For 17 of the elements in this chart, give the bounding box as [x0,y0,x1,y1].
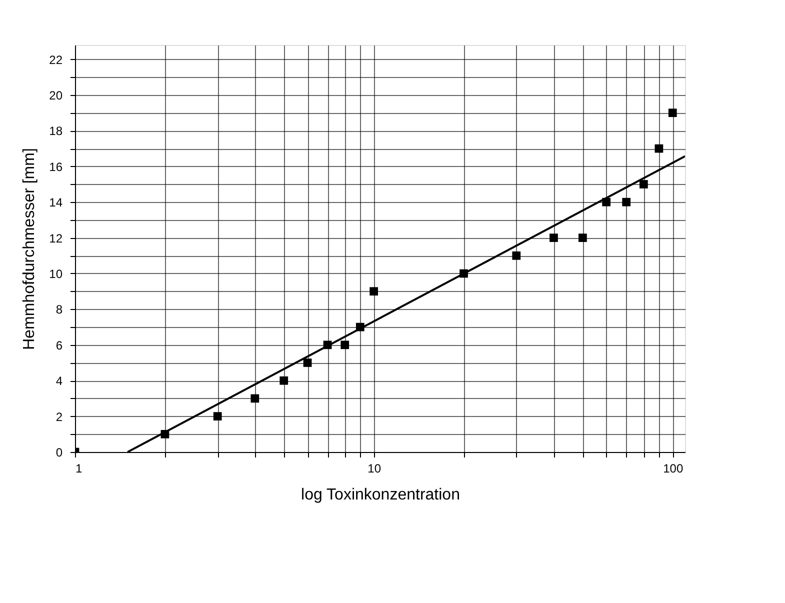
y-tick-label: 14 [49,196,63,210]
y-tick-label: 0 [56,446,63,460]
y-tick-label: 8 [56,302,63,317]
x-axis-title: log Toxinkonzentration [301,486,460,504]
x-tick-label: 10 [368,462,382,476]
y-tick-label: 18 [49,124,63,138]
y-tick-label: 10 [49,266,63,281]
y-tick-label: 6 [56,338,63,352]
y-tick-label: 20 [49,88,63,102]
y-axis-title: Hemmhofdurchmesser [mm] [21,148,38,350]
x-tick-label: 1 [76,462,82,476]
y-tick-label: 12 [49,231,63,246]
x-tick-label: 100 [663,462,684,476]
y-tick-label: 4 [56,374,63,388]
y-tick-label: 22 [49,52,63,67]
y-tick-label: 2 [56,410,63,424]
y-tick-label: 16 [49,160,63,174]
